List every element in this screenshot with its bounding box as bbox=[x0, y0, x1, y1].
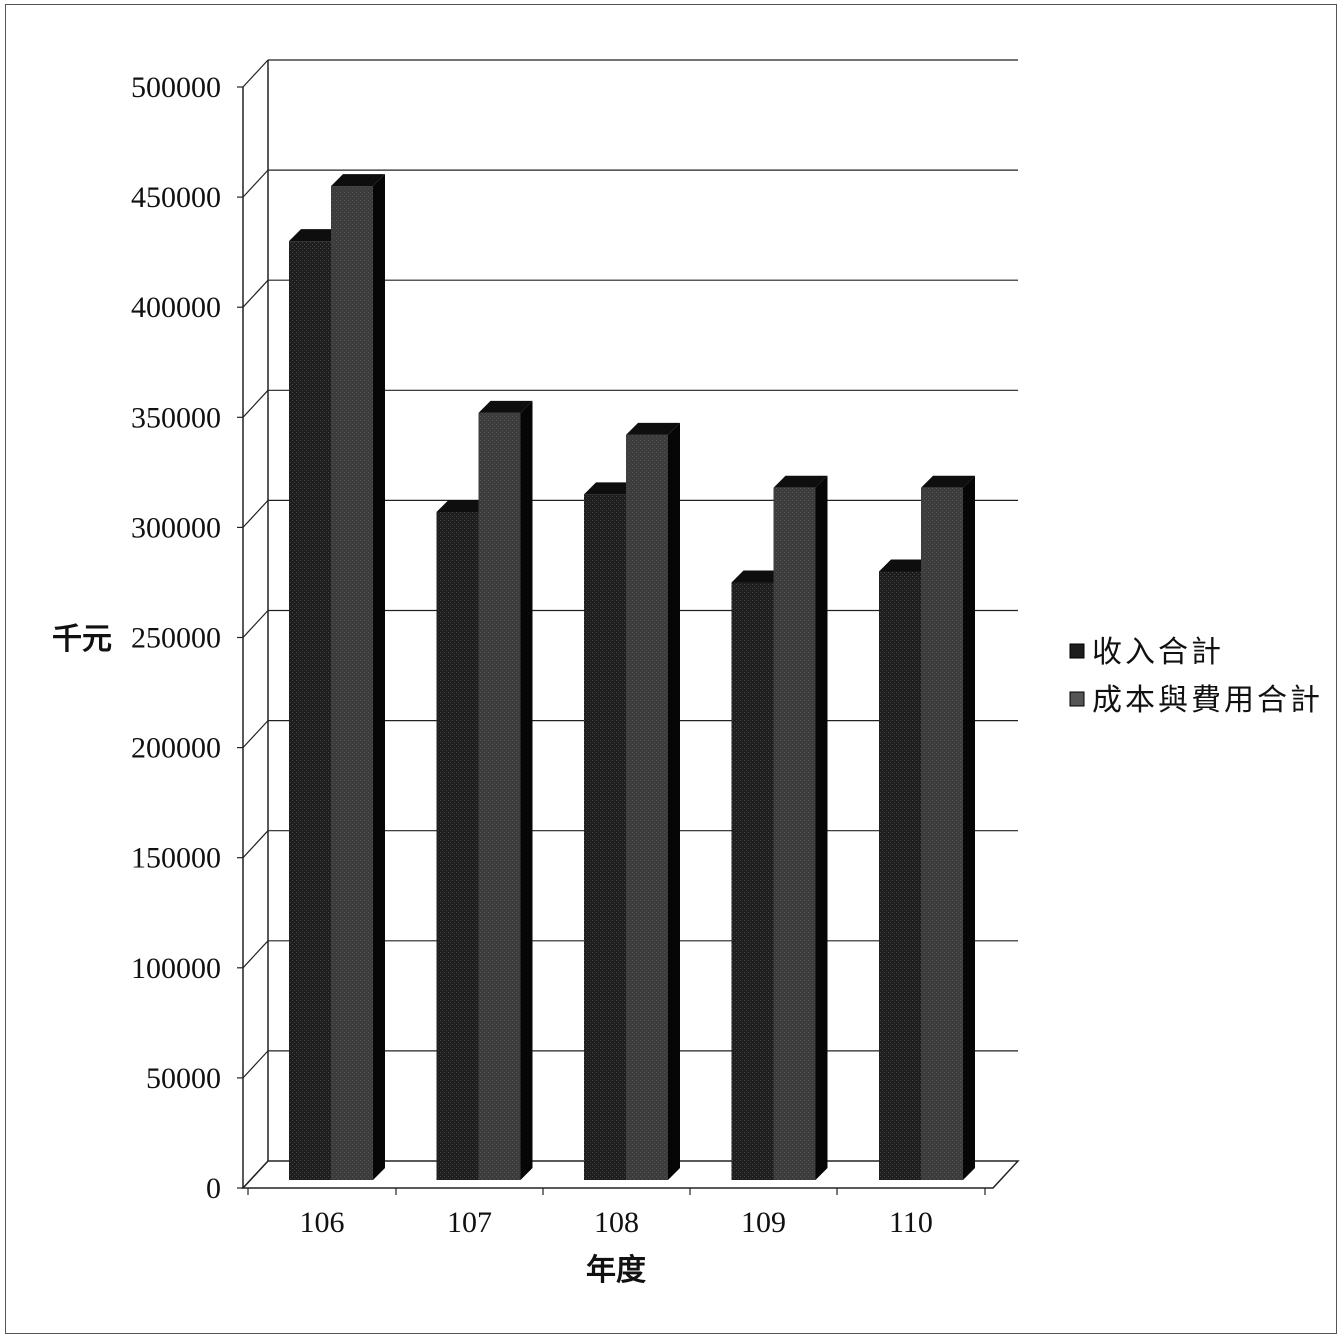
y-axis-ticks: 0 50000 100000 150000 200000 250000 300000 3500… bbox=[131, 71, 221, 1205]
bar-texture bbox=[626, 434, 668, 1180]
bar-texture bbox=[773, 487, 816, 1180]
bar bbox=[478, 400, 533, 1180]
gridline-diagonal bbox=[242, 389, 269, 418]
x-tick-label: 109 bbox=[741, 1206, 786, 1239]
y-tick-label: 350000 bbox=[131, 401, 221, 434]
gridline-diagonal bbox=[242, 279, 269, 308]
gridline-diagonal bbox=[242, 720, 269, 749]
y-tick-label: 50000 bbox=[146, 1062, 221, 1095]
gridline-diagonal bbox=[242, 59, 269, 88]
x-axis-title: 年度 bbox=[586, 1254, 646, 1287]
bar bbox=[921, 475, 975, 1180]
x-tick-label: 110 bbox=[889, 1206, 933, 1239]
bar-texture bbox=[331, 186, 373, 1181]
bar-texture bbox=[436, 511, 479, 1181]
legend-label-revenue: 收入合計 bbox=[1092, 636, 1224, 669]
bar bbox=[773, 475, 828, 1180]
bar-top bbox=[731, 570, 786, 583]
bar-texture bbox=[921, 487, 963, 1180]
y-tick-label: 400000 bbox=[131, 291, 221, 324]
gridline-diagonal bbox=[242, 1160, 269, 1189]
bar-texture bbox=[478, 412, 521, 1180]
x-tick-label: 106 bbox=[300, 1206, 345, 1239]
gridline-diagonal bbox=[242, 830, 269, 859]
bar-side bbox=[668, 422, 680, 1180]
y-tick-label: 0 bbox=[206, 1172, 221, 1205]
y-tick-label: 500000 bbox=[131, 71, 221, 104]
bar-top bbox=[626, 422, 680, 435]
bar-side bbox=[963, 475, 975, 1180]
bar-top bbox=[478, 400, 533, 413]
bar-top bbox=[331, 174, 385, 187]
bar-top bbox=[773, 475, 828, 488]
y-tick-label: 100000 bbox=[131, 952, 221, 985]
bar-texture bbox=[584, 494, 626, 1180]
bar-top bbox=[289, 229, 343, 242]
bars bbox=[289, 174, 975, 1181]
legend-swatch-revenue bbox=[1069, 643, 1085, 659]
legend-label-cost: 成本與費用合計 bbox=[1092, 684, 1323, 717]
x-axis-ticks: 106 107 108 109 110 bbox=[247, 1188, 986, 1239]
bar-top bbox=[921, 475, 975, 488]
y-tick-label: 200000 bbox=[131, 732, 221, 765]
gridline-diagonal bbox=[242, 610, 269, 638]
bar-top bbox=[436, 499, 491, 512]
y-tick-label: 300000 bbox=[131, 511, 221, 544]
bar bbox=[626, 422, 680, 1180]
bar-texture bbox=[289, 241, 331, 1180]
y-tick-label: 150000 bbox=[131, 842, 221, 875]
bar-texture bbox=[731, 582, 774, 1180]
legend: 收入合計 成本與費用合計 bbox=[1069, 636, 1323, 717]
y-tick-label: 450000 bbox=[131, 181, 221, 214]
x-tick-label: 107 bbox=[447, 1206, 492, 1239]
bar bbox=[331, 174, 385, 1181]
bar-side bbox=[815, 475, 828, 1180]
bar-top bbox=[879, 559, 933, 572]
bar-side bbox=[520, 400, 533, 1180]
y-tick-label: 250000 bbox=[131, 622, 221, 655]
gridline-diagonal bbox=[242, 499, 269, 528]
x-tick-label: 108 bbox=[594, 1206, 639, 1239]
chart-frame bbox=[5, 4, 1337, 1334]
bar-top bbox=[584, 482, 638, 495]
y-axis-title: 千元 bbox=[52, 623, 112, 656]
gridline-diagonal bbox=[242, 169, 269, 198]
gridline-diagonal bbox=[242, 940, 269, 969]
legend-swatch-cost bbox=[1069, 691, 1085, 707]
bar-side bbox=[373, 174, 385, 1181]
bar-texture bbox=[879, 571, 921, 1180]
gridline-diagonal bbox=[242, 1050, 269, 1079]
